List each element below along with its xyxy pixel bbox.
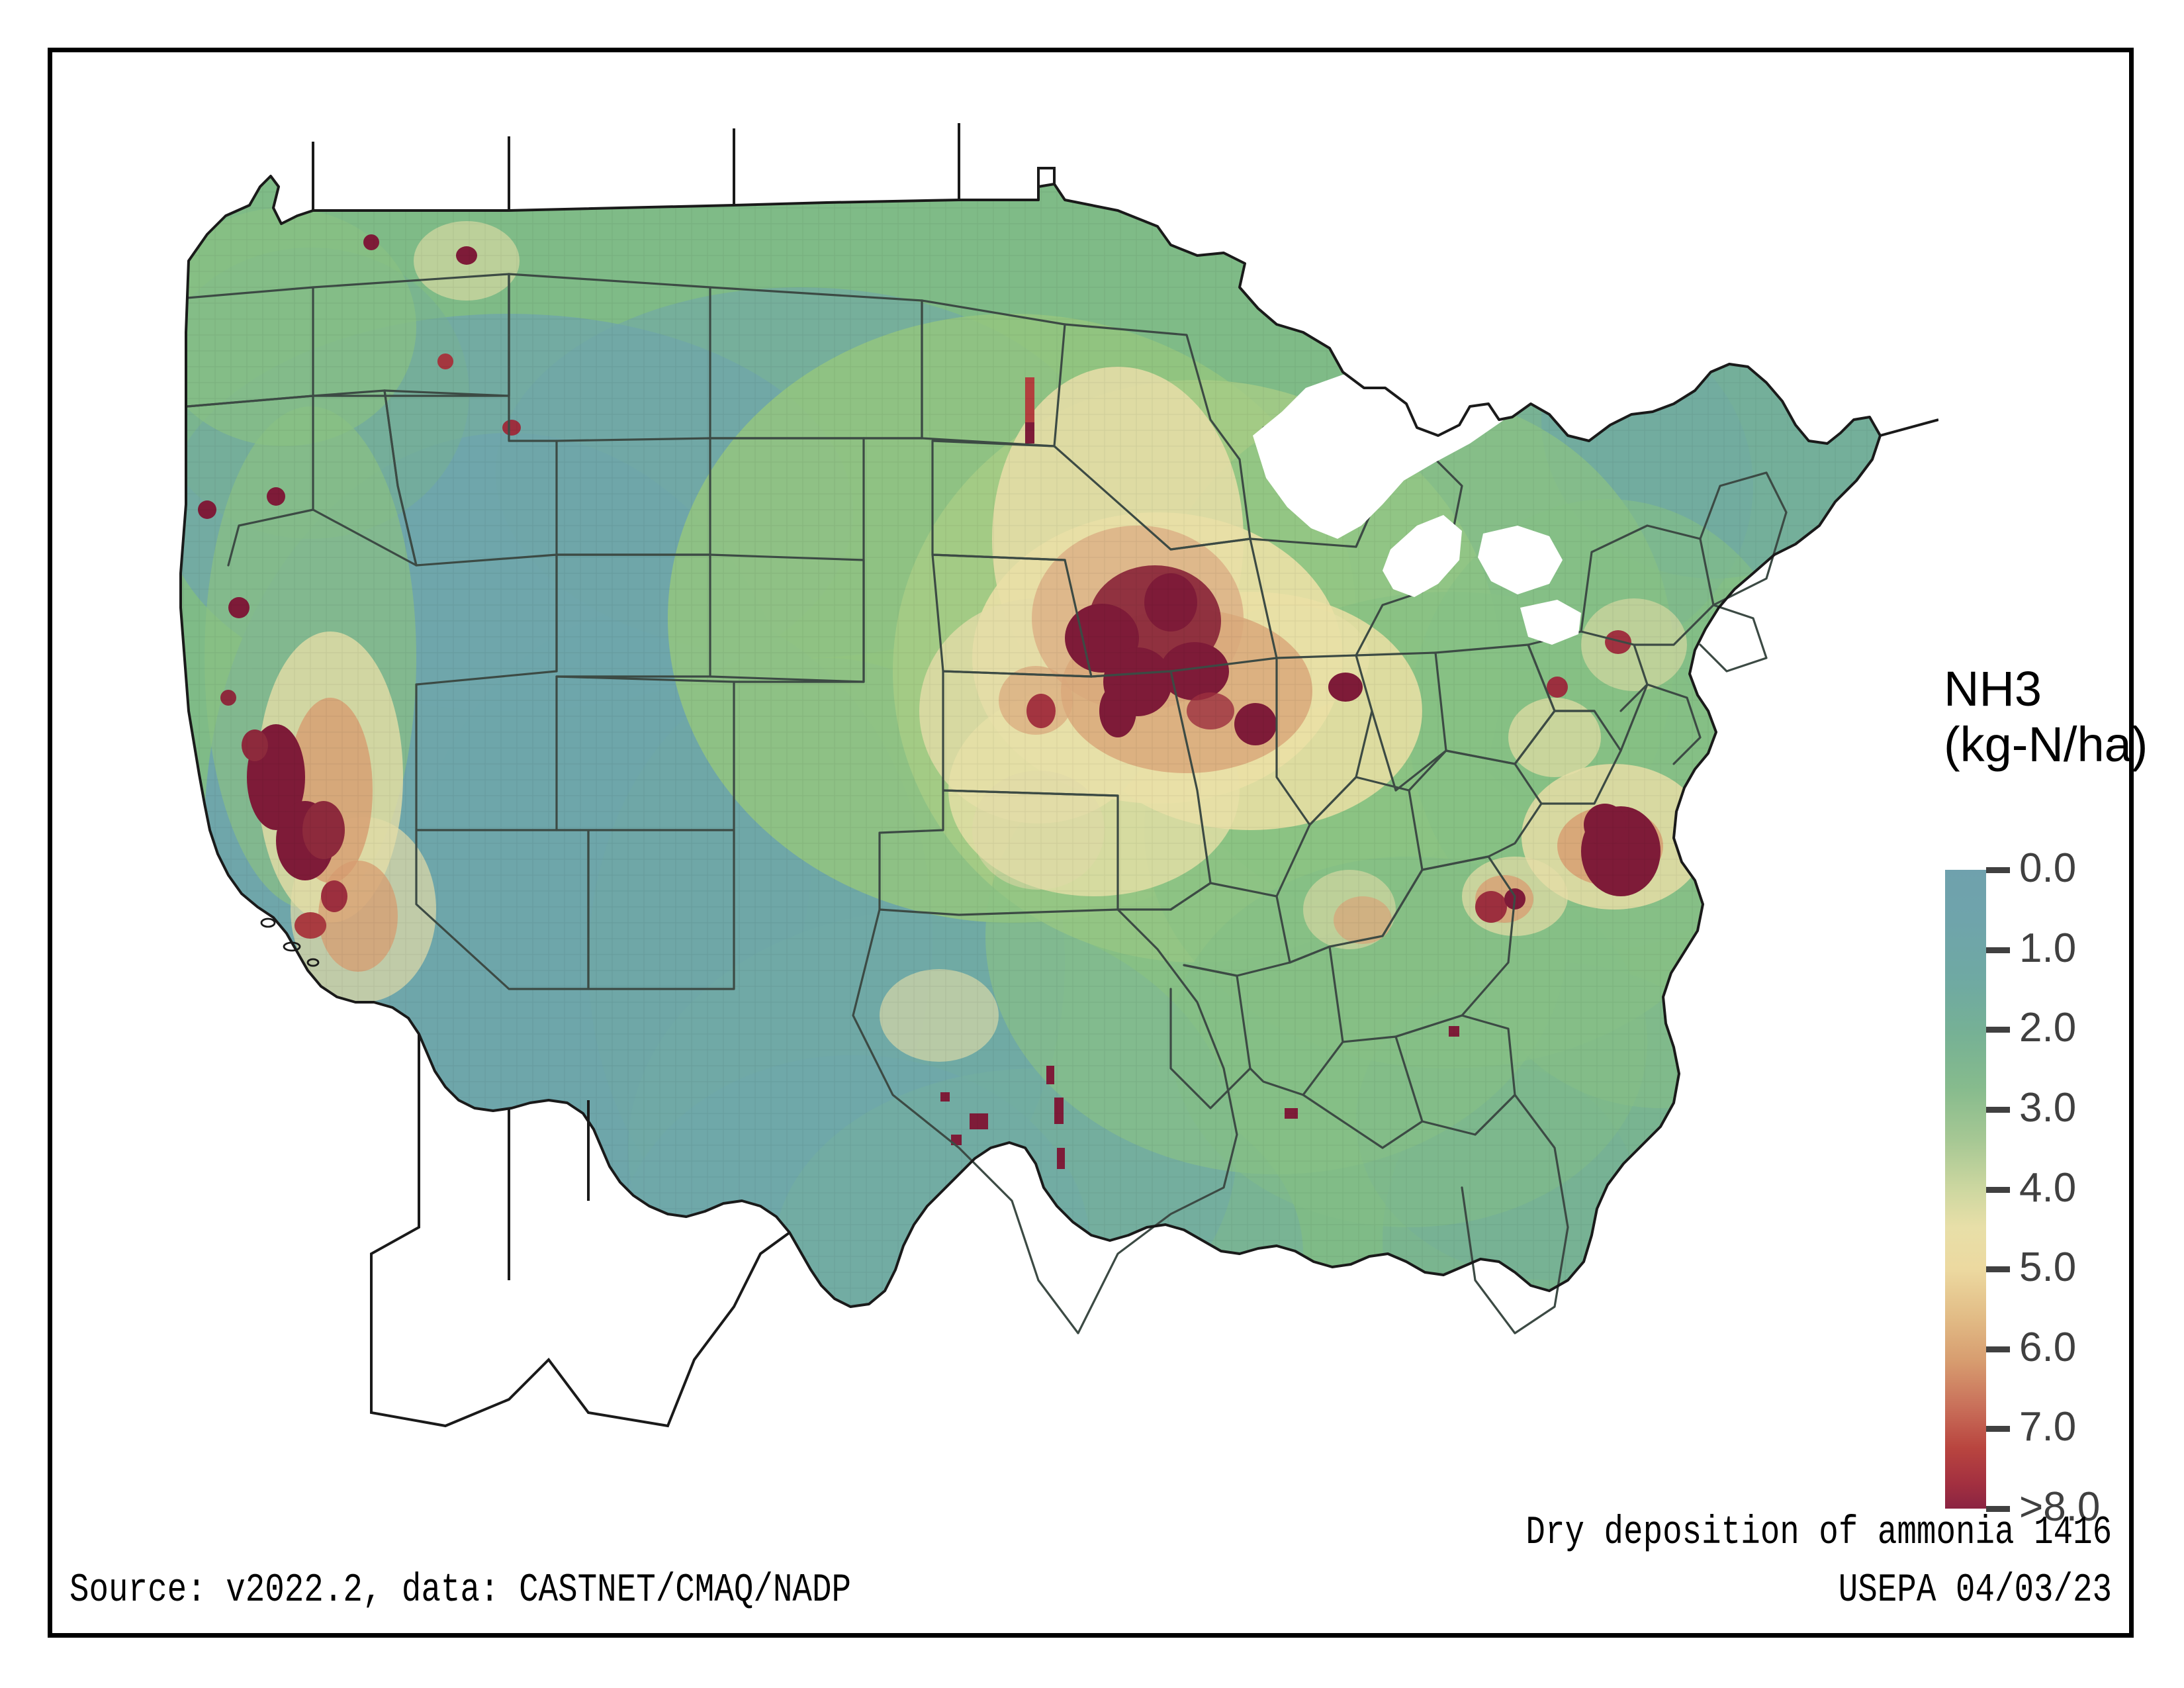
- colorbar-label-4: 4.0: [2019, 1164, 2077, 1211]
- colorbar-tick-3: [1986, 1106, 2010, 1113]
- colorbar-label-5: 5.0: [2019, 1244, 2077, 1291]
- legend-title-units: (kg-N/ha): [1944, 717, 2148, 772]
- agency-caption: USEPA 04/03/23: [1838, 1568, 2112, 1613]
- international-boundaries: [312, 123, 1938, 1428]
- legend-title: NH3 (kg-N/ha): [1944, 661, 2148, 773]
- map-caption: Dry deposition of ammonia 1416: [1525, 1511, 2112, 1556]
- legend: NH3 (kg-N/ha): [1892, 661, 2157, 1535]
- colorbar-label-2: 2.0: [2019, 1005, 2077, 1051]
- colorbar-gradient: [1945, 870, 1986, 1509]
- coastal-islands: [260, 917, 320, 967]
- legend-title-species: NH3: [1944, 661, 2042, 716]
- colorbar-label-1: 1.0: [2019, 925, 2077, 971]
- colorbar-label-7: 7.0: [2019, 1404, 2077, 1450]
- colorbar-tick-4: [1986, 1186, 2010, 1193]
- figure-frame: NH3 (kg-N/ha): [48, 48, 2148, 1638]
- colorbar-tick-5: [1986, 1266, 2010, 1273]
- colorbar-tick-1: [1986, 947, 2010, 953]
- colorbar-tick-2: [1986, 1027, 2010, 1033]
- colorbar-tick-0: [1986, 867, 2010, 873]
- national-border: [179, 175, 1882, 1308]
- colorbar-label-3: 3.0: [2019, 1084, 2077, 1131]
- state-borders: [186, 273, 1788, 1335]
- colorbar-tick-8: [1986, 1506, 2010, 1512]
- colorbar-tick-6: [1986, 1346, 2010, 1352]
- us-deposition-map: [112, 89, 1938, 1452]
- map-panel: [112, 89, 1938, 1452]
- colorbar-tick-7: [1986, 1426, 2010, 1432]
- source-caption: Source: v2022.2, data: CASTNET/CMAQ/NADP: [69, 1568, 851, 1613]
- colorbar-label-0: 0.0: [2019, 845, 2077, 891]
- colorbar-label-8: >8.0: [2019, 1484, 2101, 1530]
- colorbar: 0.0 1.0 2.0 3.0 4.0 5.0 6.0 7.0 >8.0: [1945, 848, 2100, 1528]
- water-bodies: [1253, 359, 1581, 645]
- colorbar-label-6: 6.0: [2019, 1324, 2077, 1370]
